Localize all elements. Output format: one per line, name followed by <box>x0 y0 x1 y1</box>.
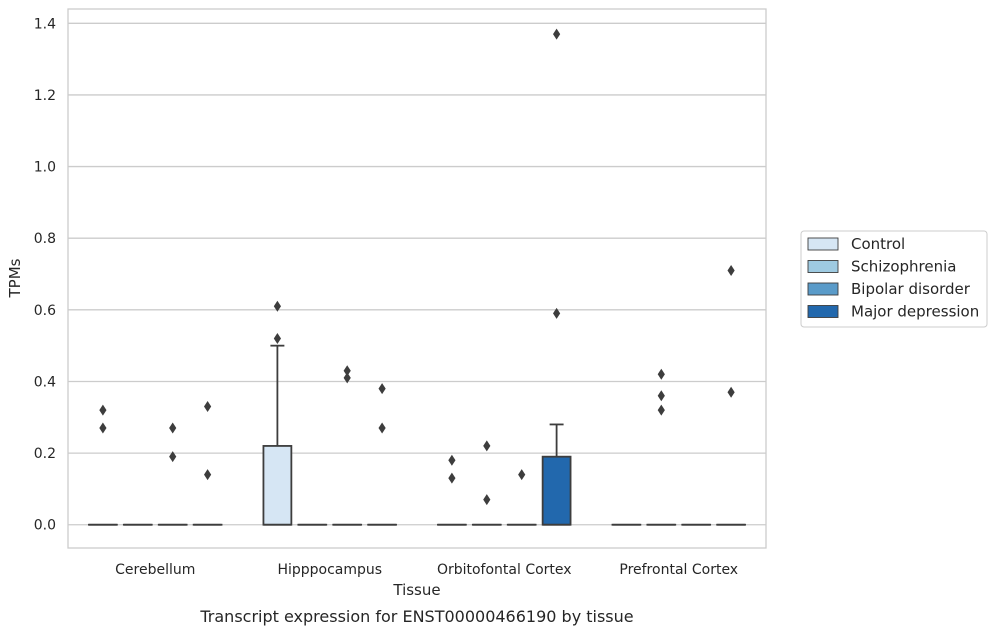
outlier-point <box>518 469 526 481</box>
legend-label: Schizophrenia <box>851 258 956 276</box>
outlier-point <box>378 383 386 395</box>
outlier-point <box>343 372 351 384</box>
outlier-point <box>169 451 177 463</box>
box-body <box>262 445 293 526</box>
legend-label: Bipolar disorder <box>851 280 971 298</box>
y-tick-label: 0.4 <box>34 374 56 390</box>
x-axis-tick-labels: Cerebellum Hipppocampus Orbitofontal Corte… <box>115 562 738 578</box>
outlier-point <box>448 472 456 484</box>
y-tick-label: 0.2 <box>34 446 56 462</box>
plot-frame <box>67 8 767 549</box>
outlier-point <box>448 454 456 466</box>
legend-swatch <box>807 260 839 273</box>
y-tick-label: 0.6 <box>34 303 56 319</box>
outlier-point <box>657 368 665 380</box>
box <box>262 344 293 526</box>
outlier-point <box>727 264 735 276</box>
legend-swatch <box>807 282 839 296</box>
box-plot-series <box>88 344 746 526</box>
outlier-point <box>553 307 561 319</box>
chart-caption: Transcript expression for ENST0000046619… <box>199 607 633 626</box>
outlier-point <box>273 300 281 312</box>
y-tick-label: 1.2 <box>34 88 56 104</box>
outlier-point <box>378 422 386 434</box>
legend-frame <box>800 230 988 328</box>
box-body <box>541 455 572 526</box>
x-axis-title: Tissue <box>392 581 440 599</box>
outlier-point <box>483 494 491 506</box>
y-tick-label: 1.0 <box>34 160 56 176</box>
outlier-point <box>169 422 177 434</box>
outlier-point <box>727 386 735 398</box>
outlier-point <box>273 332 281 344</box>
gridlines <box>68 22 766 526</box>
x-tick-label: Cerebellum <box>115 562 195 578</box>
legend: Control Schizophrenia Bipolar disorder Majo… <box>800 230 988 328</box>
y-tick-label: 0.8 <box>34 231 56 247</box>
y-tick-label: 0.0 <box>34 518 56 534</box>
y-tick-label: 1.4 <box>34 16 56 32</box>
legend-swatch <box>807 237 839 251</box>
outlier-point <box>483 440 491 452</box>
x-tick-label: Orbitofontal Cortex <box>437 562 572 578</box>
y-axis-tick-labels: 0.0 0.2 0.4 0.6 0.8 1.0 1.2 1.4 <box>34 16 56 533</box>
y-axis-title: TPMs <box>6 258 24 298</box>
x-tick-label: Prefrontal Cortex <box>619 562 738 578</box>
outlier-point <box>657 404 665 416</box>
outlier-point <box>657 390 665 402</box>
legend-swatch <box>807 305 839 318</box>
box <box>541 423 572 526</box>
outlier-points <box>99 28 735 506</box>
x-tick-label: Hipppocampus <box>277 562 382 578</box>
outlier-point <box>99 404 107 416</box>
outlier-point <box>99 422 107 434</box>
outlier-point <box>343 365 351 377</box>
outlier-point <box>204 401 212 413</box>
outlier-point <box>553 28 561 40</box>
outlier-point <box>204 469 212 481</box>
legend-label: Major depression <box>851 303 979 321</box>
legend-label: Control <box>851 235 905 253</box>
